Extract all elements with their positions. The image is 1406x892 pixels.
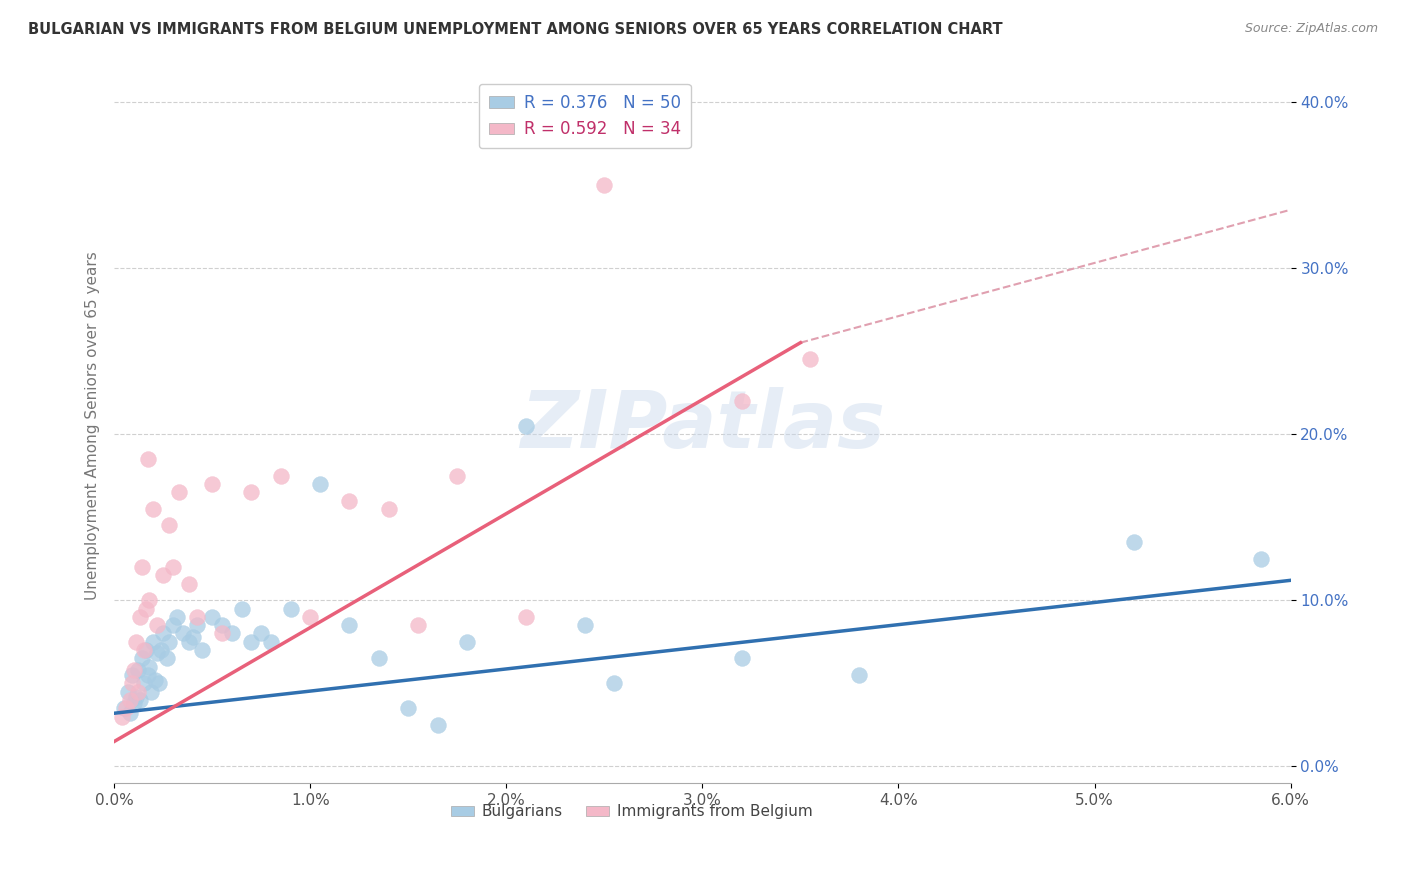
- Point: [121, 668, 143, 682]
- Point: [799, 352, 821, 367]
- Point: [128, 610, 150, 624]
- Point: [156, 651, 179, 665]
- Text: Source: ZipAtlas.com: Source: ZipAtlas.com: [1244, 22, 1378, 36]
- Text: BULGARIAN VS IMMIGRANTS FROM BELGIUM UNEMPLOYMENT AMONG SENIORS OVER 65 YEARS CO: BULGARIAN VS IMMIGRANTS FROM BELGIUM UNE…: [28, 22, 1002, 37]
- Point: [152, 626, 174, 640]
- Point: [211, 618, 233, 632]
- Point: [136, 668, 159, 682]
- Point: [157, 518, 180, 533]
- Point: [367, 651, 389, 665]
- Point: [211, 626, 233, 640]
- Point: [125, 635, 148, 649]
- Point: [339, 493, 361, 508]
- Point: [118, 706, 141, 721]
- Point: [122, 696, 145, 710]
- Point: [201, 610, 224, 624]
- Point: [339, 618, 361, 632]
- Point: [135, 601, 157, 615]
- Point: [121, 676, 143, 690]
- Point: [167, 485, 190, 500]
- Point: [146, 618, 169, 632]
- Point: [377, 501, 399, 516]
- Point: [456, 635, 478, 649]
- Point: [118, 693, 141, 707]
- Point: [162, 560, 184, 574]
- Point: [240, 635, 263, 649]
- Point: [125, 690, 148, 704]
- Point: [240, 485, 263, 500]
- Point: [115, 701, 138, 715]
- Point: [515, 610, 537, 624]
- Point: [406, 618, 429, 632]
- Point: [141, 684, 163, 698]
- Point: [142, 501, 165, 516]
- Point: [181, 630, 204, 644]
- Point: [593, 178, 616, 192]
- Point: [260, 635, 283, 649]
- Point: [250, 626, 273, 640]
- Point: [148, 676, 170, 690]
- Text: ZIPatlas: ZIPatlas: [520, 387, 884, 465]
- Point: [1250, 551, 1272, 566]
- Point: [730, 393, 752, 408]
- Point: [132, 643, 155, 657]
- Point: [309, 477, 332, 491]
- Point: [730, 651, 752, 665]
- Point: [191, 643, 214, 657]
- Point: [128, 693, 150, 707]
- Point: [848, 668, 870, 682]
- Point: [177, 635, 200, 649]
- Point: [396, 701, 419, 715]
- Point: [299, 610, 322, 624]
- Point: [152, 568, 174, 582]
- Point: [132, 676, 155, 690]
- Point: [280, 601, 302, 615]
- Point: [270, 468, 292, 483]
- Point: [172, 626, 194, 640]
- Point: [145, 673, 167, 687]
- Point: [166, 610, 188, 624]
- Point: [201, 477, 224, 491]
- Point: [162, 618, 184, 632]
- Point: [515, 418, 537, 433]
- Point: [221, 626, 243, 640]
- Point: [1122, 535, 1144, 549]
- Point: [231, 601, 253, 615]
- Point: [111, 709, 134, 723]
- Point: [150, 643, 173, 657]
- Point: [138, 659, 160, 673]
- Point: [426, 718, 449, 732]
- Point: [112, 701, 135, 715]
- Point: [142, 635, 165, 649]
- Point: [135, 643, 157, 657]
- Point: [186, 610, 208, 624]
- Y-axis label: Unemployment Among Seniors over 65 years: Unemployment Among Seniors over 65 years: [86, 252, 100, 600]
- Point: [122, 663, 145, 677]
- Point: [138, 593, 160, 607]
- Point: [146, 647, 169, 661]
- Point: [574, 618, 596, 632]
- Point: [117, 684, 139, 698]
- Point: [136, 452, 159, 467]
- Point: [157, 635, 180, 649]
- Point: [131, 651, 153, 665]
- Point: [446, 468, 468, 483]
- Point: [177, 576, 200, 591]
- Point: [131, 560, 153, 574]
- Point: [127, 663, 149, 677]
- Legend: Bulgarians, Immigrants from Belgium: Bulgarians, Immigrants from Belgium: [446, 798, 818, 825]
- Point: [127, 684, 149, 698]
- Point: [186, 618, 208, 632]
- Point: [603, 676, 626, 690]
